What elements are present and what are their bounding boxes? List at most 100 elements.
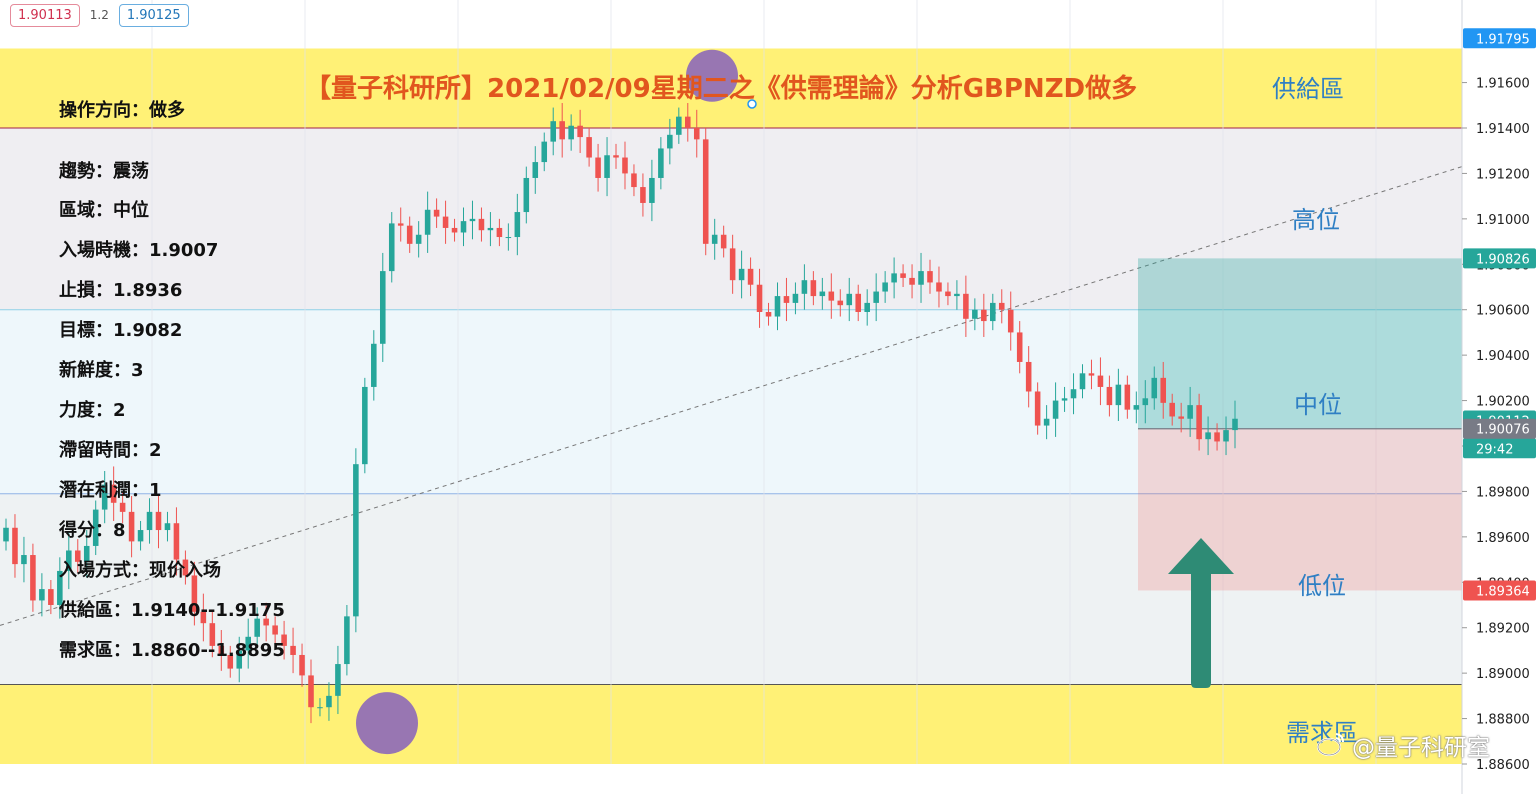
price-tag-label: 1.90076 [1476,423,1530,438]
candle-up [21,555,27,565]
y-tick-label: 1.91400 [1476,122,1530,137]
candle-down [1124,384,1131,410]
candle-up [819,291,826,297]
candle-up [66,550,72,571]
high-zone-label: 高位 [1292,206,1340,234]
analysis-line: 入場時機：1.9007 [59,240,219,261]
candle-up [254,618,260,637]
candle-down [586,137,592,158]
candle-down [810,280,817,297]
candle-up [39,589,45,601]
candle-up [801,280,808,294]
mid-region [0,309,1462,494]
candle-down [281,634,287,646]
candle-down [783,296,790,303]
y-tick-label: 1.89000 [1476,667,1530,682]
candle-down [200,611,207,624]
supply-zone-label: 供給區 [1272,75,1344,103]
candle-up [1187,405,1193,419]
candle-down [110,484,117,503]
candle-up [424,209,431,235]
candle-up [1205,432,1211,440]
candle-up [362,386,368,465]
candle-up [711,234,718,244]
candle-up [774,296,781,317]
y-tick-label: 1.91000 [1476,213,1530,228]
candle-up [568,125,574,140]
candle-up [3,527,9,542]
candle-up [137,530,144,542]
candle-up [245,636,251,651]
candle-up [873,291,879,303]
price-tag-label: 1.89364 [1476,584,1530,599]
candle-down [765,311,772,317]
candle-down [1007,309,1014,333]
price-tag-label: 1.91795 [1476,32,1530,47]
candle-up [649,177,655,203]
y-tick-label: 1.90600 [1476,304,1530,319]
candle-up [918,271,924,285]
candle-down [1034,391,1041,426]
swing-high-marker [686,49,738,102]
sell-price-button[interactable]: 1.90113 [10,3,80,27]
candle-down [209,623,216,646]
candle-down [496,227,503,238]
candle-up [1223,430,1229,442]
weibo-icon [1317,733,1344,756]
candle-down [290,645,296,655]
spread-value: 1.2 [89,8,109,22]
analysis-line: 得分：8 [59,520,126,541]
analysis-line: 力度：2 [59,400,126,421]
candle-down [263,618,269,626]
candle-up [514,212,521,238]
y-tick-label: 1.89200 [1476,622,1530,637]
candle-up [1232,418,1238,431]
candle-down [299,654,305,676]
candle-down [451,227,458,233]
buy-price-button[interactable]: 1.90125 [118,3,189,27]
candle-down [685,116,691,128]
candle-down [909,277,915,285]
candle-down [1214,432,1220,442]
candle-down [936,282,942,292]
candle-up [550,121,556,142]
candle-up [487,227,494,231]
mid-zone-label: 中位 [1294,391,1342,419]
candle-down [1025,361,1032,392]
candle-down [595,157,601,178]
candle-down [397,223,404,226]
y-tick-label: 1.89800 [1476,485,1530,500]
candle-up [846,293,853,306]
analysis-line: 滯留時間：2 [59,440,162,461]
candle-up [344,616,350,665]
candle-up [1052,400,1059,419]
candle-up [523,177,530,213]
candle-up [371,343,377,387]
candle-up [335,664,341,696]
candle-down [927,271,933,283]
analysis-line: 目標：1.9082 [59,320,183,341]
candle-up [101,484,108,510]
y-tick-label: 1.90200 [1476,395,1530,410]
price-tag [1463,580,1536,601]
analysis-line: 趨勢：震荡 [59,161,149,182]
candle-up [83,545,90,562]
candle-up [92,509,99,546]
candle-up [882,282,888,292]
price-axis[interactable]: 1.886001.888001.890001.892001.894001.896… [1461,0,1538,794]
y-tick-label: 1.88600 [1476,758,1530,773]
candle-down [30,555,36,601]
candle-up [738,268,745,281]
candle-up [972,309,978,319]
candle-up [415,234,422,244]
y-tick-label: 1.91600 [1476,77,1530,92]
y-tick-label: 1.88800 [1476,713,1530,728]
swing-low-marker [356,692,418,755]
long-position-tool[interactable] [1138,258,1462,688]
candle-down [900,273,906,278]
price-tag [1463,438,1536,459]
candle-up [954,293,960,297]
analysis-line: 止損：1.8936 [59,280,183,301]
candles [3,103,1238,724]
